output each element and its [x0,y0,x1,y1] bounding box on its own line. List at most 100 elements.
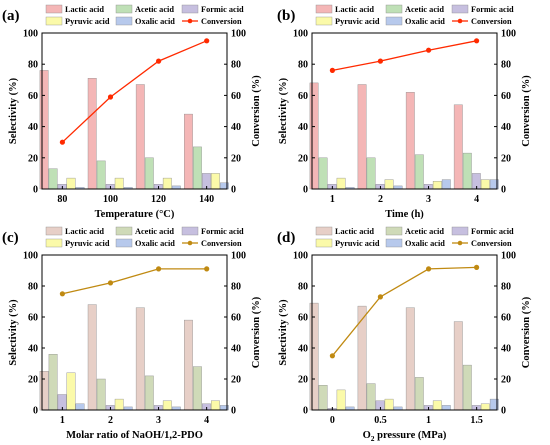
panel-1-legend: Lactic acid Acetic acid Formic acid Pyruvic… [45,4,244,26]
panel-1-ytick-label-right: 100 [231,29,246,40]
panel-3-ytick-label-left: 40 [28,344,38,355]
panel-4-ytick-label-right: 40 [501,344,511,355]
panel-2-ytick-label-left: 0 [303,185,308,196]
panel-3-legend: Lactic acid Acetic acid Formic acid Pyruvic… [45,226,244,248]
panel-1-y2axis-title: Conversion (%) [251,75,262,147]
panel-1-bar-pyruvic-acid-140 [210,173,220,190]
panel-2-bar-pyruvic-acid-3 [432,180,442,190]
panel-1-bar-acetic-acid-100 [96,160,106,190]
panel-2-ytick-label-right: 80 [501,60,511,71]
panel-2-bar-lactic-acid-3 [405,92,415,190]
panel-1-xtick-label-100: 100 [103,194,118,205]
panel-2-bar-pyruvic-acid-2 [384,179,394,190]
panel-4-plot-frame [311,254,498,411]
panel-3-xaxis-title: Molar ratio of NaOH/1,2-PDO [66,430,203,441]
panel-3-bar-lactic-acid-1 [39,371,49,411]
panel-2-ytick-label-left: 60 [298,91,308,102]
panel-3-ytick-label-left: 100 [23,251,38,262]
panel-1-conversion-point-100 [107,94,114,100]
panel-2-ytick-label-right: 20 [501,153,511,164]
panel-3-legend-swatch-1 [115,226,133,236]
panel-1-legend-label-0: Lactic acid [65,5,104,14]
panel-2-legend-label-5: Conversion [471,17,512,26]
panel-3-bar-lactic-acid-4 [183,319,193,411]
panel-4-conversion-line [331,266,477,357]
panel-1-bar-pyruvic-acid-80 [66,177,76,190]
panel-3-label: (c) [2,230,19,246]
panel-1-legend-swatch-0 [45,4,63,14]
panel-4-bar-lactic-acid-0 [309,302,319,411]
panel-4-bar-lactic-acid-1.5 [453,321,463,411]
panel-4-ytick-label-left: 60 [298,313,308,324]
panel-4-legend-label-2: Formic acid [471,227,514,236]
panel-4-y2axis-title: Conversion (%) [521,296,532,368]
panel-2-bar-pyruvic-acid-1 [336,177,346,190]
panel-3-legend-swatch-3 [45,238,63,248]
panel-1-ytick-label-left: 20 [28,153,38,164]
panel-3-legend-swatch-2 [181,226,199,236]
panel-1-xtick-label-140: 140 [199,194,214,205]
panel-2-bar-lactic-acid-4 [453,104,463,190]
panel-3-yaxis-title: Selectivity (%) [8,299,19,366]
panel-2-xaxis-title: Time (h) [385,209,424,220]
panel-1-yaxis-title: Selectivity (%) [8,77,19,144]
panel-4-legend-label-1: Acetic acid [405,227,444,236]
panel-4-ytick-label-right: 60 [501,313,511,324]
panel-4-bar-pyruvic-acid-0.5 [384,398,394,411]
panel-3-bar-pyruvic-acid-3 [162,400,172,411]
panel-4-conversion-point-1.5 [474,264,480,270]
panel-2-group: (b) 0 0 20 20 40 40 60 60 80 80 100 100 1 2 3 4 Time (h) S… [277,4,532,220]
panel-2-ytick-label-right: 40 [501,122,511,133]
panel-2-conversion-point-1 [329,67,335,73]
panel-1-conversion-point-80 [59,139,65,145]
panel-3-bar-acetic-acid-2 [96,378,106,411]
panel-2-bar-acetic-acid-1 [318,157,328,190]
panel-4-xtick-label-0: 0 [330,415,335,426]
panel-3-ytick-label-left: 60 [28,313,38,324]
panel-3-xtick-label-1: 1 [60,415,65,426]
panel-1-conversion-line [61,40,207,143]
panel-1-bar-lactic-acid-100 [87,77,97,190]
panel-4-ytick-label-left: 40 [298,344,308,355]
panel-4-group: (d) 0 0 20 20 40 40 60 60 80 80 100 100 0 0.5 1 1.5 O2 pr… [277,226,532,443]
panel-4-legend-label-3: Pyruvic acid [335,239,380,248]
panel-4-yaxis-title: Selectivity (%) [278,299,289,366]
panel-1-conversion-point-120 [156,58,162,64]
panel-1-conversion-point-140 [204,38,210,44]
panel-2-conversion-point-2 [377,58,383,64]
panel-2-y2axis-title: Conversion (%) [521,75,532,147]
panel-3-legend-label-2: Formic acid [201,227,244,236]
panel-4-ytick-label-left: 100 [293,251,308,262]
panel-1-ytick-label-right: 60 [231,91,241,102]
panel-4-ytick-label-right: 20 [501,375,511,386]
panel-2-ytick-label-right: 0 [501,185,506,196]
panel-4-legend-marker [457,240,463,246]
panel-2-bar-lactic-acid-2 [357,84,367,190]
panel-3-conversion-point-2 [107,280,114,286]
panel-4-ytick-label-right: 0 [501,406,506,417]
panel-4-bar-pyruvic-acid-1 [432,400,442,411]
panel-3-ytick-label-left: 0 [33,406,38,417]
panel-3-ytick-label-right: 20 [231,375,241,386]
panel-1-legend-label-1: Acetic acid [135,5,174,14]
panel-2-legend-label-1: Acetic acid [405,5,444,14]
panel-3-legend-label-3: Pyruvic acid [65,239,110,248]
panel-1-label: (a) [2,8,20,24]
panel-2-ytick-label-left: 100 [293,29,308,40]
panel-2-ytick-label-right: 100 [501,29,516,40]
panel-3-ytick-label-right: 80 [231,282,241,293]
panel-3-legend-label-5: Conversion [201,239,242,248]
panel-2-ytick-label-left: 40 [298,122,308,133]
panel-1-plot-frame [41,32,228,190]
panel-4-bar-pyruvic-acid-1.5 [480,403,490,411]
panel-4-bar-pyruvic-acid-0 [336,389,346,411]
panel-1-ytick-label-right: 20 [231,153,241,164]
panel-2-ytick-label-right: 60 [501,91,511,102]
panel-4-conversion-point-1 [426,266,432,272]
panel-1-bar-acetic-acid-120 [144,157,154,190]
panel-1-legend-swatch-4 [115,16,133,26]
panel-2-conversion-point-3 [426,47,432,53]
panel-3-bar-pyruvic-acid-2 [114,398,124,411]
panel-3-ytick-label-right: 40 [231,344,241,355]
panel-2-legend-swatch-4 [385,16,403,26]
